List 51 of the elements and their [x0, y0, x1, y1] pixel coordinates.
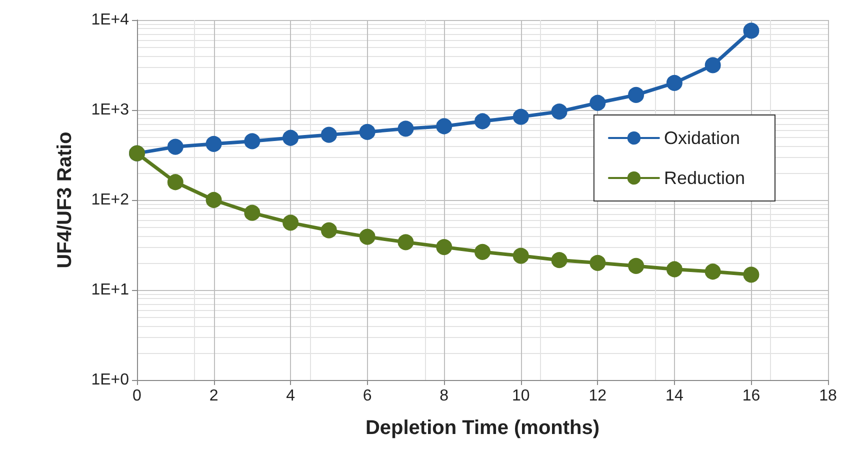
point [474, 244, 490, 260]
x-tick-label: 6 [362, 388, 372, 404]
x-tick-label: 16 [742, 388, 760, 404]
point [551, 104, 568, 120]
x-tick-label: 8 [440, 388, 449, 404]
point [167, 174, 184, 190]
x-tick-label: 4 [286, 388, 296, 404]
x-tick-label: 2 [209, 388, 218, 404]
point [359, 124, 376, 140]
point [512, 248, 529, 264]
x-tick-label: 10 [512, 388, 530, 404]
point [206, 136, 222, 152]
point [512, 108, 529, 125]
point [244, 204, 260, 221]
point [320, 222, 337, 238]
y-tick-label: 1E+3 [91, 102, 130, 118]
x-tick-label: 18 [819, 388, 837, 404]
point [666, 74, 682, 91]
y-axis-title: UF4/UF3 Ratio [54, 132, 76, 268]
point [398, 120, 414, 137]
x-axis-title: Depletion Time (months) [365, 417, 600, 439]
point [436, 118, 452, 134]
y-tick-label: 1E+0 [91, 372, 130, 388]
point [551, 252, 568, 268]
point [628, 258, 644, 274]
point [474, 113, 490, 130]
x-tick-label: 12 [588, 388, 607, 404]
y-tick-label: 1E+1 [91, 282, 130, 298]
point [320, 126, 337, 143]
point [590, 94, 606, 111]
point [743, 266, 760, 283]
point [590, 254, 606, 271]
point [704, 57, 721, 74]
legend-label: Oxidation [664, 128, 740, 148]
point [743, 22, 760, 39]
x-tick-label: 0 [132, 388, 142, 404]
point [628, 86, 644, 103]
y-tick-label: 1E+2 [91, 192, 130, 208]
point [398, 234, 414, 250]
point [359, 228, 376, 245]
point [436, 239, 452, 256]
x-tick-label: 14 [666, 388, 684, 404]
point [704, 264, 721, 280]
point [282, 214, 299, 231]
legend-label: Reduction [664, 168, 746, 188]
point [244, 133, 260, 150]
y-tick-label: 1E+4 [91, 12, 130, 28]
point [666, 261, 682, 278]
point [167, 138, 184, 155]
point [282, 130, 299, 146]
point [206, 192, 222, 208]
